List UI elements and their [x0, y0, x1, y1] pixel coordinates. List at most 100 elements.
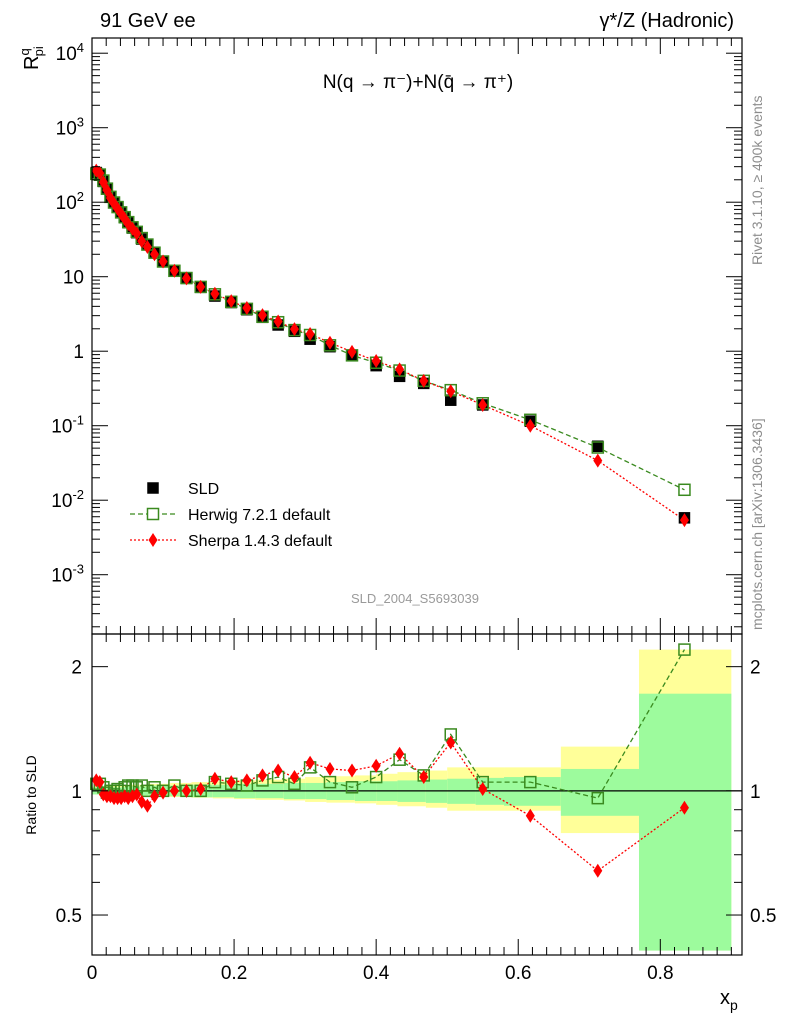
ratio-y-tick-label: 1 [71, 782, 82, 803]
rivet-version-label: Rivet 3.1.10, ≥ 400k events [749, 95, 765, 265]
sherpa-point [325, 335, 335, 350]
herwig-ratio-point [524, 775, 537, 789]
sherpa-ratio-point [419, 770, 429, 785]
ratio-series-layer [90, 643, 691, 878]
sherpa-point [142, 240, 152, 255]
herwig-point [678, 483, 691, 497]
sherpa-point [525, 418, 535, 433]
ratio-y-axis-label: Ratio to SLD [23, 755, 39, 834]
ratio-y-tick-label-right: 0.5 [750, 906, 776, 927]
sherpa-point [137, 234, 147, 249]
legend-marker-herwig [146, 507, 160, 521]
plot-title: N(q → π⁻)+N(q̄ → π⁺) [323, 72, 513, 93]
header-right-label: γ*/Z (Hadronic) [600, 10, 734, 32]
sherpa-point [132, 226, 142, 241]
sherpa-ratio-point [347, 763, 357, 778]
sherpa-point [226, 294, 236, 309]
analysis-watermark: SLD_2004_S5693039 [351, 591, 479, 606]
sherpa-ratio-point [371, 758, 381, 773]
sherpa-ratio-line [95, 741, 685, 872]
sherpa-point [95, 166, 105, 181]
herwig-ratio-line [96, 649, 686, 799]
sherpa-point [158, 254, 168, 269]
sherpa-ratio-point [679, 800, 689, 815]
sherpa-ratio-point [181, 783, 191, 798]
band-inner [638, 693, 732, 951]
axes-layer: 10-3 10-2 10-1 1 10 102 103 104 0 0.2 0.4 0.6 0.8 0.5… [51, 37, 776, 984]
main-y-tick-label: 104 [56, 40, 84, 65]
sherpa-point [395, 362, 405, 377]
legend-marker-sld [147, 482, 159, 494]
sherpa-point [242, 301, 252, 316]
main-series-layer [90, 163, 691, 528]
sherpa-ratio-point [289, 770, 299, 785]
ratio-y-tick-label: 2 [71, 658, 82, 679]
main-y-tick-label: 10-2 [51, 487, 84, 512]
sherpa-ratio-point [325, 761, 335, 776]
sherpa-ratio-point [257, 768, 267, 783]
x-tick-label: 0.8 [647, 963, 673, 984]
x-tick-label: 0.2 [221, 963, 247, 984]
main-plot-area [92, 38, 742, 634]
sherpa-point [257, 308, 267, 323]
main-y-tick-label: 10-1 [51, 413, 84, 438]
main-y-tick-label: 1 [73, 342, 84, 363]
sherpa-ratio-point [446, 735, 456, 750]
sherpa-ratio-point [150, 789, 160, 804]
sherpa-ratio-point [169, 783, 179, 798]
x-axis-label: xp [720, 987, 738, 1013]
legend-marker-sherpa [148, 533, 158, 547]
sherpa-point [371, 353, 381, 368]
main-y-tick-label: 103 [56, 115, 84, 140]
sherpa-point [419, 373, 429, 388]
sherpa-ratio-point [395, 746, 405, 761]
mcplots-credit-label: mcplots.cern.ch [arXiv:1306.3436] [749, 418, 765, 630]
sherpa-ratio-point [525, 808, 535, 823]
header-left-label: 91 GeV ee [100, 10, 196, 32]
herwig-ratio-point [345, 781, 359, 794]
sherpa-point [273, 314, 283, 329]
herwig-ratio-point [141, 784, 154, 798]
sherpa-point [169, 263, 179, 278]
x-axis-label-text: xp [720, 987, 738, 1013]
herwig-ratio-point [323, 775, 337, 789]
legend-label: Sherpa 1.4.3 default [188, 533, 333, 550]
sherpa-point [305, 327, 315, 342]
sherpa-point [181, 271, 191, 286]
ratio-frame [91, 633, 743, 956]
x-tick-label: 0 [87, 963, 98, 984]
sherpa-point [196, 279, 206, 294]
sherpa-ratio-point [305, 755, 315, 770]
legend: SLD Herwig 7.2.1 default Sherpa 1.4.3 defa… [130, 481, 333, 550]
sherpa-point [289, 322, 299, 337]
herwig-ratio-point [591, 791, 605, 805]
herwig-ratio-point [678, 643, 691, 656]
sherpa-point [679, 513, 689, 528]
legend-label: SLD [188, 481, 219, 498]
sherpa-point [210, 286, 220, 301]
ratio-y-tick-label: 0.5 [56, 906, 82, 927]
herwig-point [591, 441, 605, 454]
sherpa-ratio-point [226, 775, 236, 790]
main-y-tick-label: 10 [63, 268, 84, 289]
sherpa-ratio-point [593, 863, 603, 878]
legend-label: Herwig 7.2.1 default [188, 507, 331, 524]
sherpa-point [347, 344, 357, 359]
x-tick-label: 0.6 [505, 963, 531, 984]
sherpa-ratio-point [142, 798, 152, 813]
main-y-axis-label: Rqpi [17, 46, 46, 70]
main-y-tick-label: 102 [56, 189, 84, 214]
main-y-axis-label-text: Rqpi [17, 46, 46, 70]
sherpa-ratio-point [95, 775, 105, 790]
sherpa-ratio-point [210, 771, 220, 786]
sherpa-ratio-point [242, 773, 252, 788]
sherpa-ratio-point [478, 782, 488, 797]
sherpa-point [478, 397, 488, 412]
sherpa-ratio-point [273, 763, 283, 778]
sherpa-point [446, 384, 456, 399]
sherpa-point [593, 453, 603, 468]
ratio-y-tick-label-right: 1 [750, 782, 761, 803]
sherpa-ratio-point [132, 787, 142, 802]
main-y-tick-label: 10-3 [51, 562, 84, 587]
